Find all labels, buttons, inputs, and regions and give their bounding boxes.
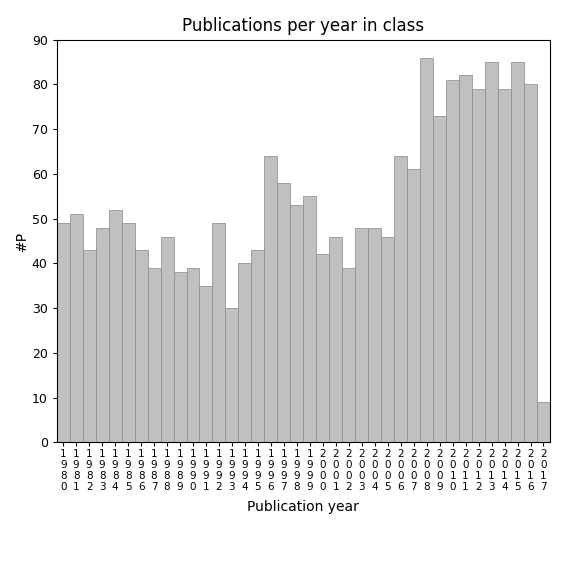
Bar (524, 84, 537, 442)
Bar (147, 268, 160, 442)
Bar (96, 227, 109, 442)
Bar (433, 116, 446, 442)
Bar (446, 80, 459, 442)
Bar (368, 227, 381, 442)
Title: Publications per year in class: Publications per year in class (182, 18, 425, 35)
Bar (394, 156, 407, 442)
Bar (316, 255, 329, 442)
Bar (472, 89, 485, 442)
Bar (485, 62, 498, 442)
Bar (329, 236, 342, 442)
Y-axis label: #P: #P (15, 231, 29, 251)
Bar (407, 170, 420, 442)
Bar (511, 62, 524, 442)
Bar (200, 286, 213, 442)
Bar (342, 268, 356, 442)
Bar (174, 272, 187, 442)
Bar (537, 402, 550, 442)
Bar (134, 250, 147, 442)
Bar (356, 227, 368, 442)
Bar (83, 250, 96, 442)
Bar (498, 89, 511, 442)
Bar (459, 75, 472, 442)
Bar (239, 263, 251, 442)
Bar (303, 196, 316, 442)
Bar (187, 268, 200, 442)
Bar (290, 205, 303, 442)
X-axis label: Publication year: Publication year (247, 500, 359, 514)
Bar (121, 223, 134, 442)
Bar (57, 223, 70, 442)
Bar (381, 236, 394, 442)
Bar (70, 214, 83, 442)
Bar (109, 210, 121, 442)
Bar (160, 236, 174, 442)
Bar (213, 223, 226, 442)
Bar (264, 156, 277, 442)
Bar (420, 58, 433, 442)
Bar (251, 250, 264, 442)
Bar (226, 308, 239, 442)
Bar (277, 183, 290, 442)
